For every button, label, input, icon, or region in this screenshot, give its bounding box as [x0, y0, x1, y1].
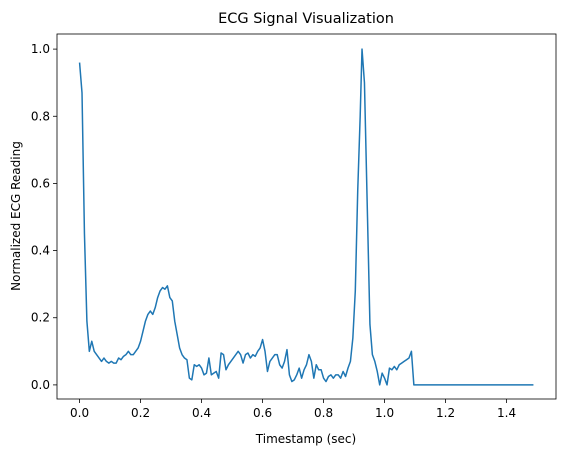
line [78, 48, 534, 386]
x-tick-label: 0.6 [253, 406, 272, 420]
x-axis-label: Timestamp (sec) [255, 432, 356, 446]
y-axis-label: Normalized ECG Reading [9, 141, 23, 291]
y-tick-label: 1.0 [31, 42, 50, 56]
y-tick-label: 0.8 [31, 109, 50, 123]
y-tick-label: 0.6 [31, 176, 50, 190]
y-tick-label: 0.2 [31, 311, 50, 325]
x-tick-label: 1.0 [375, 406, 394, 420]
x-tick-label: 1.2 [436, 406, 455, 420]
y-tick-label: 0.4 [31, 244, 50, 258]
x-tick-label: 0.2 [131, 406, 150, 420]
x-tick-label: 0.4 [192, 406, 211, 420]
x-tick-label: 1.4 [497, 406, 516, 420]
plot-frame [56, 33, 557, 400]
x-tick-label: 0.0 [70, 406, 89, 420]
chart-title: ECG Signal Visualization [218, 11, 394, 27]
x-tick-label: 0.8 [314, 406, 333, 420]
y-tick-label: 0.0 [31, 378, 50, 392]
